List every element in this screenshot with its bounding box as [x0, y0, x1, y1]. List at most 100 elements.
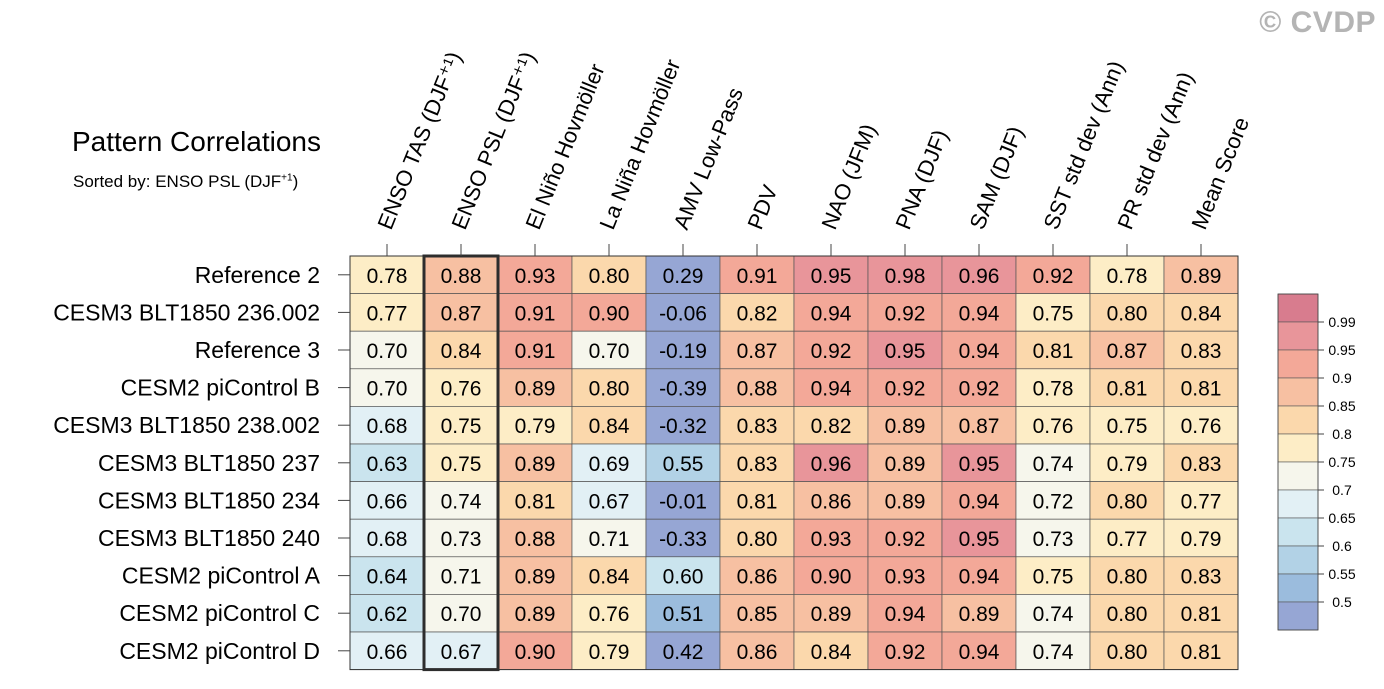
- cell-value: 0.81: [1033, 340, 1074, 363]
- cell-value: 0.96: [811, 453, 852, 476]
- heatmap-cell: [941, 293, 1017, 332]
- heatmap-cell: [1163, 594, 1239, 633]
- column-label: NAO (JFM): [816, 120, 881, 232]
- heatmap-cell: [719, 594, 795, 633]
- subtitle-superscript: +1: [281, 172, 293, 184]
- column-label: El Niño Hovmöller: [520, 60, 609, 233]
- cell-value: 0.96: [959, 265, 1000, 288]
- cell-value: 0.91: [737, 265, 778, 288]
- heatmap-cell: [867, 443, 943, 482]
- heatmap-cell: [867, 594, 943, 633]
- heatmap-cell: [941, 330, 1017, 370]
- cell-value: 0.72: [1033, 490, 1074, 513]
- row-label: CESM3 BLT1850 238.002: [53, 412, 320, 438]
- row-label: CESM3 BLT1850 240: [98, 525, 320, 551]
- cell-value: 0.78: [1107, 265, 1148, 288]
- cell-value: 0.70: [589, 340, 630, 363]
- cell-value: 0.51: [663, 603, 704, 626]
- heatmap-cell: [793, 594, 869, 633]
- heatmap-cell: [867, 255, 943, 294]
- colorbar-label: 0.5: [1332, 594, 1352, 610]
- cell-value: -0.39: [659, 378, 707, 401]
- cell-value: 0.75: [441, 415, 482, 438]
- cell-value: 0.83: [1181, 566, 1222, 589]
- heatmap-cell: [793, 556, 869, 595]
- heatmap-cell: [423, 631, 499, 670]
- cell-value: 0.81: [1181, 603, 1222, 626]
- cell-value: 0.84: [441, 340, 482, 363]
- colorbar-swatch: [1277, 545, 1319, 575]
- heatmap-cell: [645, 443, 721, 482]
- heatmap-cell: [423, 330, 499, 370]
- heatmap-cell: [645, 255, 721, 294]
- heatmap-cell: [719, 293, 795, 332]
- colorbar-label: 0.9: [1332, 370, 1352, 386]
- cell-value: 0.29: [663, 265, 704, 288]
- cell-value: 0.89: [515, 453, 556, 476]
- colorbar-swatch: [1277, 405, 1319, 435]
- cell-value: 0.89: [885, 453, 926, 476]
- heatmap-cell: [645, 556, 721, 595]
- colorbar-swatch: [1277, 321, 1319, 351]
- heatmap-cell: [719, 556, 795, 595]
- heatmap-cell: [1163, 368, 1239, 407]
- heatmap-cell: [571, 518, 647, 558]
- cell-value: 0.70: [441, 603, 482, 626]
- heatmap-cell: [1015, 406, 1091, 445]
- cell-value: 0.74: [1033, 453, 1074, 476]
- cell-value: 0.80: [589, 265, 630, 288]
- heatmap-cell: [719, 518, 795, 558]
- heatmap-cell: [645, 293, 721, 332]
- column-label: PDV: [742, 181, 782, 233]
- cell-value: 0.76: [1033, 415, 1074, 438]
- heatmap-cell: [719, 443, 795, 482]
- cell-value: 0.87: [1107, 340, 1148, 363]
- cell-value: 0.86: [737, 641, 778, 664]
- cell-value: 0.90: [589, 302, 630, 325]
- cell-value: 0.92: [885, 641, 926, 664]
- cell-value: 0.63: [367, 453, 408, 476]
- cell-value: 0.70: [367, 340, 408, 363]
- cell-value: 0.68: [367, 528, 408, 551]
- cell-value: 0.93: [811, 528, 852, 551]
- cell-value: 0.94: [959, 340, 1000, 363]
- row-label: CESM2 piControl D: [119, 638, 320, 664]
- heatmap-cell: [941, 406, 1017, 445]
- cell-value: 0.80: [737, 528, 778, 551]
- colorbar-swatch: [1277, 433, 1319, 463]
- cell-value: 0.89: [959, 603, 1000, 626]
- colorbar-label: 0.7: [1332, 482, 1352, 498]
- cell-value: 0.93: [885, 566, 926, 589]
- cell-value: 0.85: [737, 603, 778, 626]
- heatmap-cell: [1163, 518, 1239, 558]
- heatmap-cell: [1089, 481, 1165, 520]
- cell-value: 0.89: [885, 490, 926, 513]
- heatmap-cell: [1015, 368, 1091, 407]
- cell-value: 0.94: [959, 641, 1000, 664]
- heatmap-cell: [645, 594, 721, 633]
- heatmap-cell: [423, 556, 499, 595]
- row-label: CESM2 piControl C: [119, 600, 320, 626]
- cell-value: -0.01: [659, 490, 707, 513]
- colorbar-label: 0.55: [1328, 566, 1355, 582]
- heatmap-cell: [1163, 443, 1239, 482]
- cell-value: 0.82: [811, 415, 852, 438]
- row-label: Reference 3: [195, 337, 320, 363]
- heatmap-cell: [423, 594, 499, 633]
- colorbar-label: 0.75: [1328, 454, 1355, 470]
- cell-value: 0.94: [959, 490, 1000, 513]
- cell-value: 0.95: [959, 453, 1000, 476]
- cell-value: 0.98: [885, 265, 926, 288]
- cell-value: 0.80: [1107, 641, 1148, 664]
- cell-value: 0.88: [737, 378, 778, 401]
- cell-value: 0.74: [1033, 603, 1074, 626]
- cell-value: 0.84: [811, 641, 852, 664]
- colorbar-label: 0.6: [1332, 538, 1352, 554]
- cell-value: 0.89: [811, 603, 852, 626]
- cell-value: 0.89: [885, 415, 926, 438]
- cell-value: 0.95: [885, 340, 926, 363]
- heatmap-cell: [1089, 443, 1165, 482]
- cell-value: 0.77: [367, 302, 408, 325]
- heatmap-cell: [1089, 556, 1165, 595]
- cell-value: 0.93: [515, 265, 556, 288]
